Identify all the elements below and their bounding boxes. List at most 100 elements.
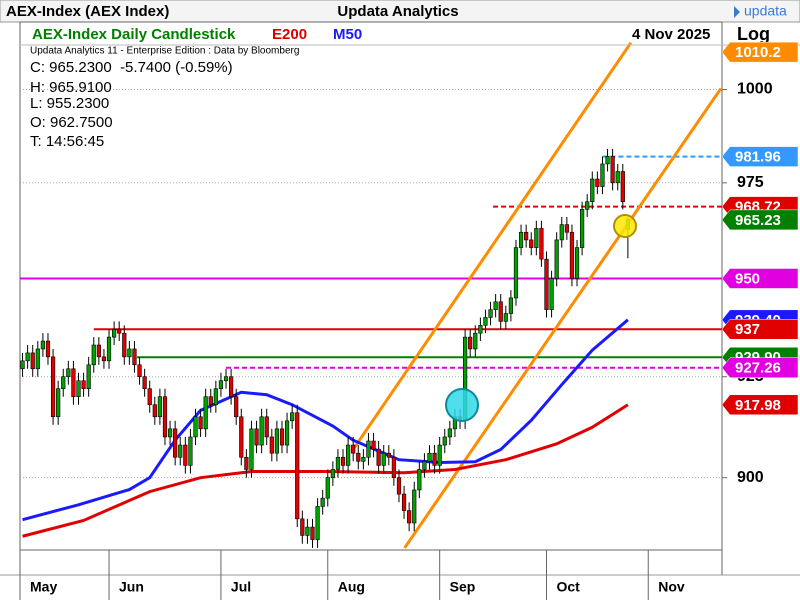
candle-body: [208, 396, 213, 406]
candle-body: [117, 328, 122, 334]
candle-body: [346, 444, 351, 466]
y-tick-label: 900: [737, 469, 764, 486]
candle-body: [386, 452, 391, 458]
scale-label: Log: [737, 24, 770, 44]
ma-line: [22, 318, 629, 522]
highlight-circle: [445, 388, 479, 422]
candle-body: [290, 412, 295, 422]
candle-body: [574, 247, 580, 279]
candle-body: [401, 493, 407, 511]
candle-body: [269, 436, 274, 454]
channel-label: 1010.2: [735, 44, 781, 61]
candle-body: [412, 489, 417, 524]
channel-line: [403, 87, 723, 549]
candle-body: [356, 452, 361, 462]
candle-body: [513, 247, 519, 299]
x-tick-label: Jul: [231, 579, 251, 595]
y-tick-label: 1000: [737, 81, 773, 98]
candle-body: [122, 332, 127, 358]
candle-body: [284, 420, 290, 446]
candle-body: [112, 328, 117, 338]
candle-body: [605, 156, 610, 165]
level-box: [721, 146, 799, 167]
candle-body: [25, 352, 30, 362]
candle-body: [223, 376, 229, 382]
logo-icon: [734, 6, 740, 18]
candle-body: [529, 239, 534, 248]
candle-body: [442, 436, 447, 446]
candle-body: [600, 163, 605, 187]
level-label: 981.96: [735, 149, 781, 166]
candle-body: [96, 344, 101, 358]
candle-body: [544, 258, 549, 310]
candle-body: [162, 396, 168, 438]
candle-body: [549, 278, 554, 310]
candle-body: [376, 448, 381, 466]
candle-body: [518, 231, 524, 248]
candle-body: [524, 231, 529, 241]
candle-body: [315, 506, 320, 540]
candle-body: [183, 444, 188, 466]
candle-body: [178, 444, 183, 458]
candle-body: [468, 336, 473, 350]
candle-body: [335, 456, 341, 470]
candle-body: [473, 332, 478, 350]
candle-body: [320, 497, 325, 507]
candle-body: [396, 477, 402, 495]
candle-body: [305, 526, 310, 536]
info-source: Updata Analytics 11 - Enterprise Edition…: [30, 46, 299, 57]
candle-body: [300, 518, 305, 536]
candle-body: [391, 456, 396, 478]
ma-box: [721, 394, 799, 416]
app-title: Updata Analytics: [337, 3, 458, 20]
candle-body: [488, 309, 493, 318]
candle-body: [351, 444, 356, 454]
candle-body: [188, 436, 193, 466]
level-box: [721, 268, 799, 289]
candle-body: [554, 239, 559, 279]
level-box: [721, 318, 799, 340]
candle-body: [590, 178, 595, 203]
candle-body: [483, 317, 488, 326]
candle-body: [580, 209, 585, 248]
candle-body: [71, 368, 76, 397]
candle-body: [203, 396, 208, 430]
candle-body: [508, 297, 513, 314]
candle-body: [422, 461, 427, 470]
candle-body: [229, 376, 234, 397]
plot: 9009259509751000MayJunJulAugSepOctNov: [19, 41, 773, 600]
candle-body: [198, 416, 203, 430]
candle-body: [615, 171, 620, 184]
candle-body: [35, 348, 40, 370]
x-tick-label: Sep: [450, 579, 476, 595]
candle-body: [478, 325, 483, 334]
channel-box: [721, 41, 799, 63]
x-tick-label: May: [30, 579, 57, 595]
candle-body: [106, 336, 112, 362]
legend-m50: M50: [333, 26, 362, 43]
candle-body: [585, 201, 590, 210]
chart-title: AEX-Index Daily Candlestick: [32, 26, 236, 43]
x-tick-label: Aug: [338, 579, 365, 595]
candle-body: [30, 352, 35, 370]
highlight-circle: [613, 214, 637, 238]
candle-body: [325, 477, 330, 499]
candle-body: [361, 456, 366, 462]
candle-body: [213, 388, 218, 406]
channel-line: [350, 41, 633, 453]
candle-body: [167, 428, 173, 438]
candle-body: [20, 360, 25, 370]
candle-body: [244, 456, 249, 470]
candle-body: [427, 452, 432, 462]
candle-body: [330, 469, 335, 478]
candle-body: [259, 416, 264, 446]
candle-body: [239, 416, 244, 458]
candle-body: [132, 348, 137, 366]
info-time: T: 14:56:45: [30, 133, 104, 150]
candle-body: [86, 364, 91, 389]
candle-body: [279, 428, 285, 446]
candle-body: [432, 452, 437, 466]
window-title: AEX-Index (AEX Index): [6, 3, 169, 20]
candle-body: [498, 301, 503, 322]
candle-body: [595, 178, 600, 187]
